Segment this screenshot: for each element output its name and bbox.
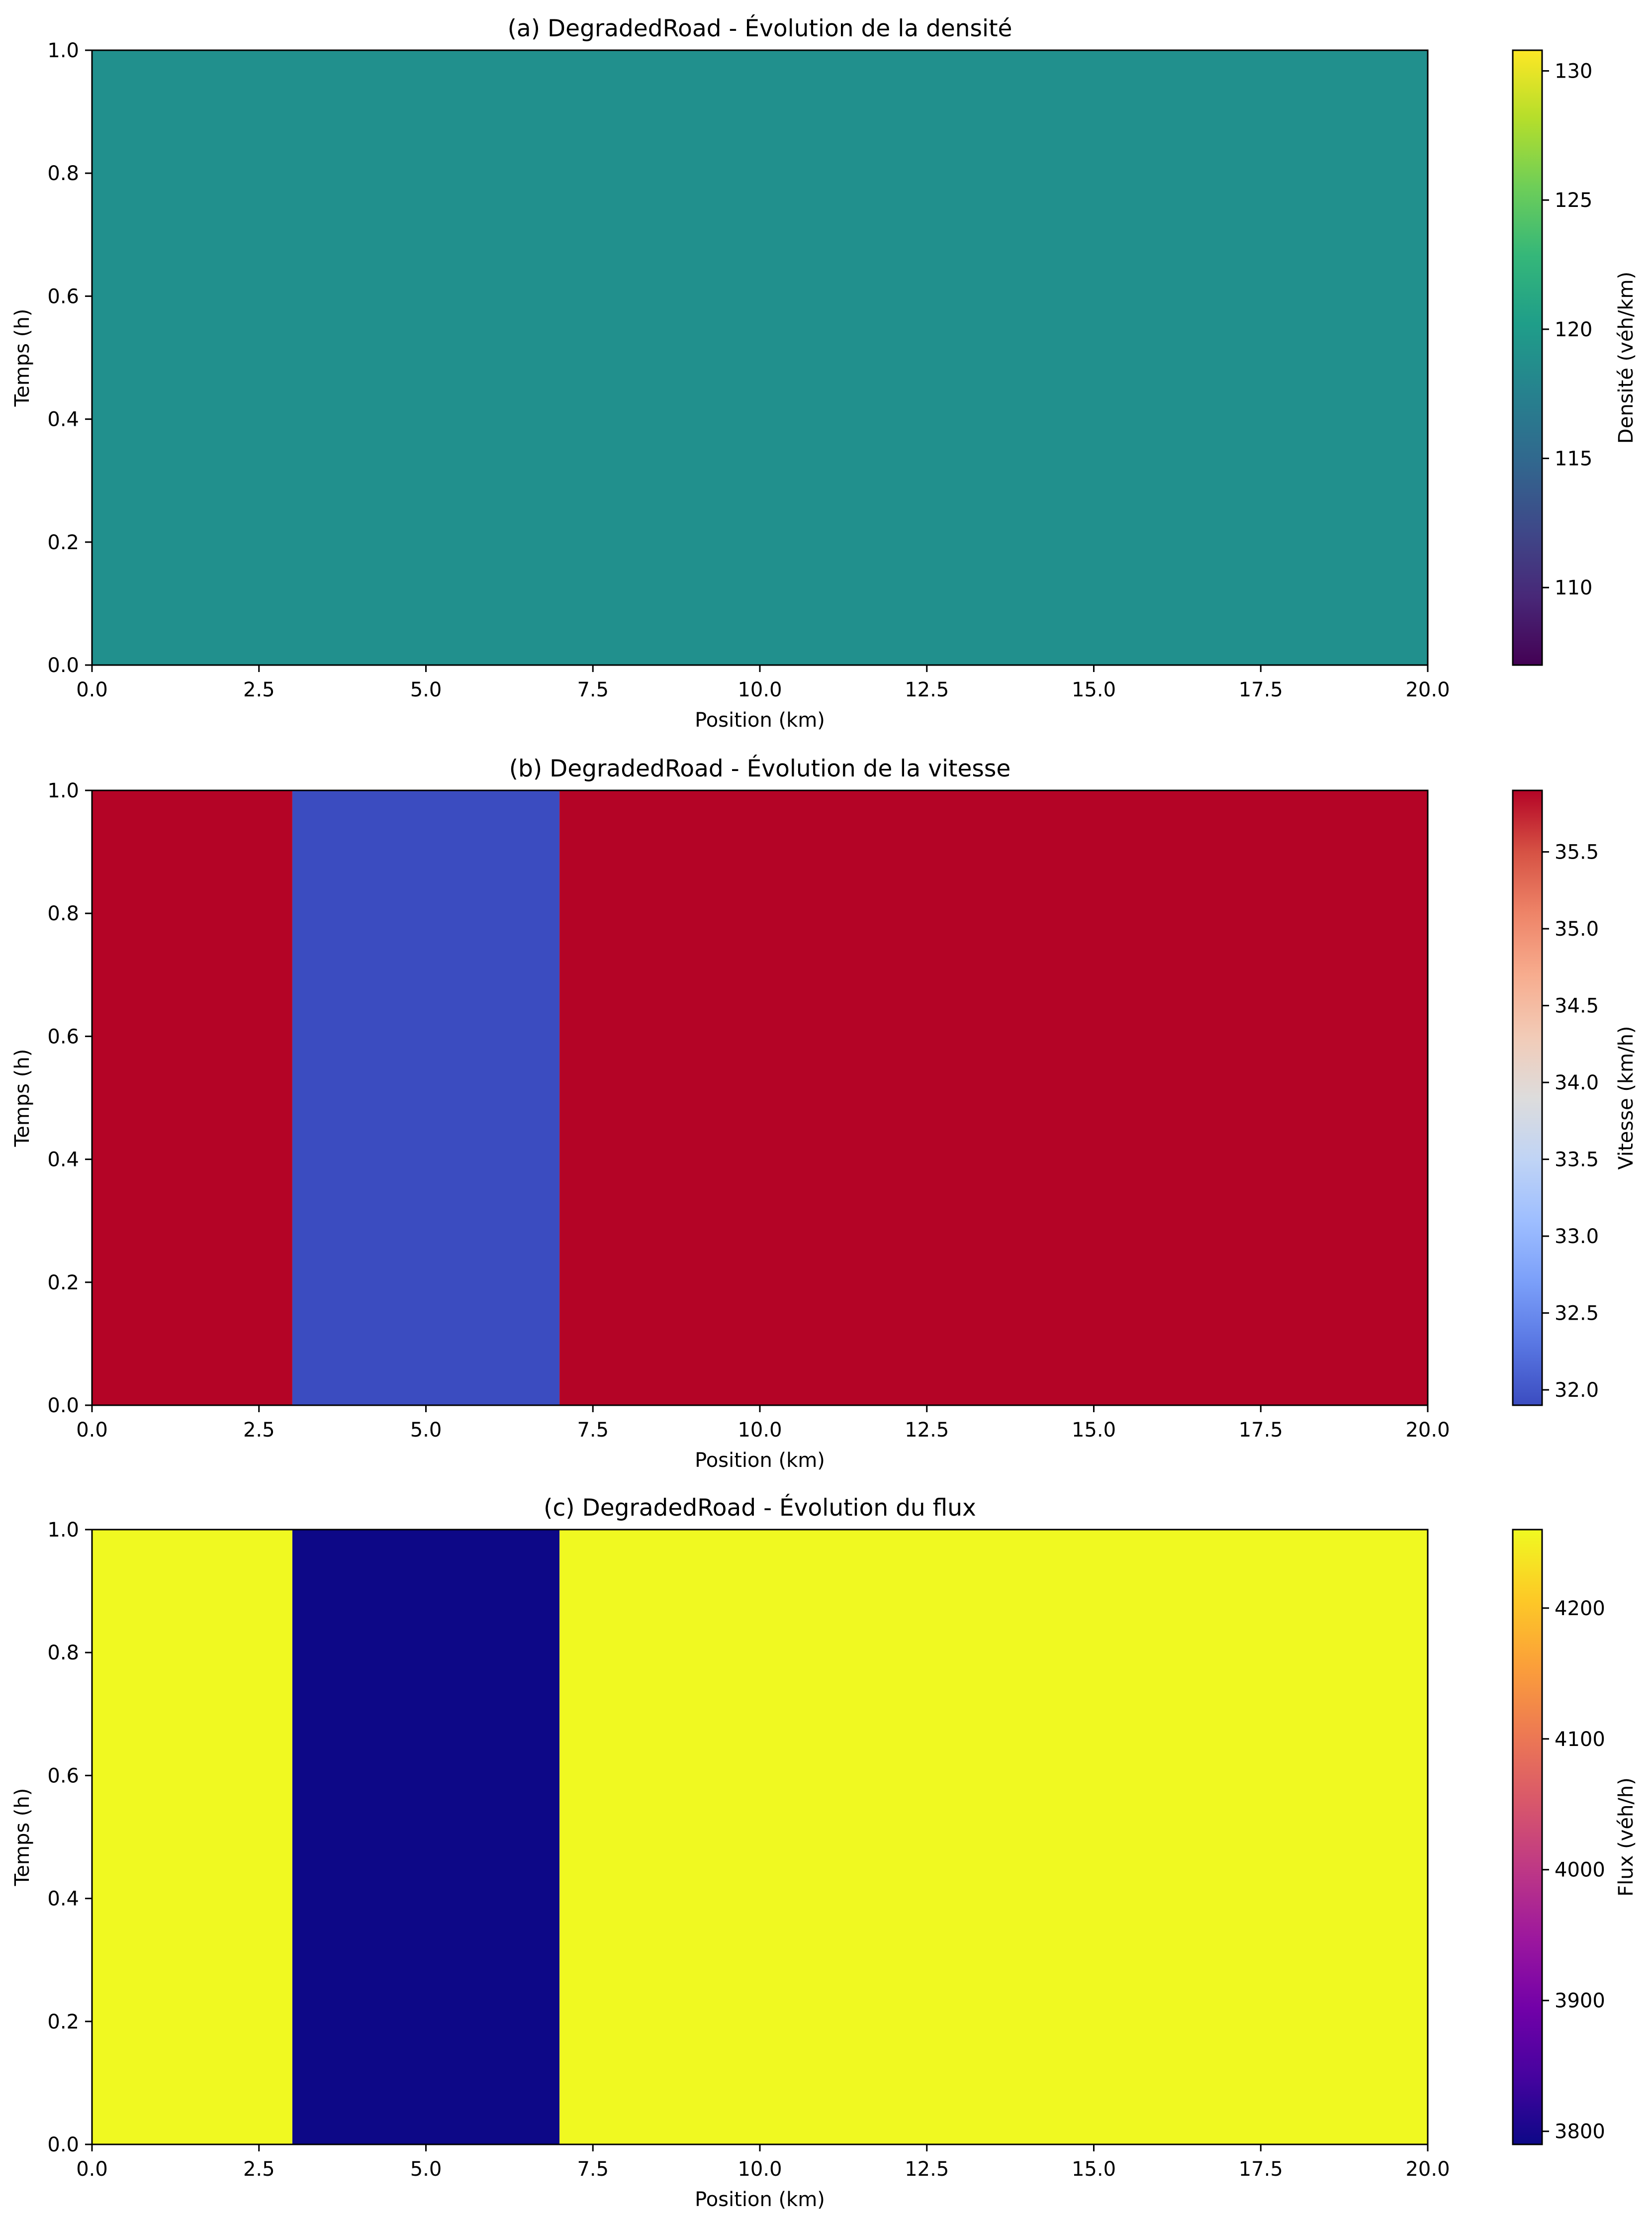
x-tick-label: 15.0 [1072,1419,1116,1442]
y-tick-label: 0.8 [47,902,79,925]
colorbar-tick-label: 125 [1555,189,1592,212]
x-tick-label: 2.5 [243,2158,275,2181]
x-tick-label: 17.5 [1239,678,1283,701]
x-tick-label: 12.5 [905,2158,949,2181]
x-tick-label: 17.5 [1239,2158,1283,2181]
chart-title: (c) DegradedRoad - Évolution du flux [544,1494,976,1522]
y-tick-label: 0.0 [47,1394,79,1417]
y-tick-label: 0.6 [47,1764,79,1787]
colorbar-label: Flux (véh/h) [1615,1777,1638,1897]
heatmap-cell [292,790,560,1405]
heatmap-cell [292,1530,560,2144]
colorbar-tick-label: 110 [1555,577,1592,599]
chart-panel-b: (b) DegradedRoad - Évolution de la vites… [11,755,1638,1472]
x-tick-label: 15.0 [1072,2158,1116,2181]
colorbar-tick-label: 3800 [1555,2121,1605,2143]
y-tick-label: 0.4 [47,408,79,431]
colorbar-tick-label: 32.0 [1555,1379,1599,1402]
x-tick-label: 10.0 [737,678,782,701]
y-axis-label: Temps (h) [11,1049,34,1148]
heatmap-cell [559,1530,1428,2144]
colorbar [1512,49,1543,666]
colorbar-tick-label: 115 [1555,448,1592,471]
x-tick-label: 10.0 [737,1419,782,1442]
y-tick-label: 1.0 [47,779,79,802]
y-axis-label: Temps (h) [11,309,34,407]
heatmap-cell [92,1530,292,2144]
y-tick-label: 0.0 [47,2133,79,2156]
y-tick-label: 0.2 [47,531,79,554]
colorbar-tick-label: 33.0 [1555,1225,1599,1248]
heatmap-cell [92,790,292,1405]
colorbar-tick-label: 4000 [1555,1859,1605,1882]
y-tick-label: 0.2 [47,2011,79,2033]
x-tick-label: 5.0 [410,1419,442,1442]
y-tick-label: 0.6 [47,285,79,308]
colorbar [1512,1529,1543,2145]
x-tick-label: 7.5 [577,2158,609,2181]
x-tick-label: 2.5 [243,1419,275,1442]
chart-title: (a) DegradedRoad - Évolution de la densi… [508,15,1012,42]
colorbar-tick-label: 4200 [1555,1597,1605,1620]
x-axis-label: Position (km) [695,709,825,732]
chart-panel-c: (c) DegradedRoad - Évolution du flux 0.0 2… [11,1494,1638,2211]
y-tick-label: 0.0 [47,654,79,677]
heatmap-cell [559,790,1428,1405]
x-tick-label: 15.0 [1072,678,1116,701]
x-axis-label: Position (km) [695,1449,825,1472]
x-tick-label: 0.0 [76,2158,108,2181]
colorbar-tick-label: 35.5 [1555,841,1599,864]
heatmap-cell [92,50,1428,665]
y-tick-label: 0.8 [47,1642,79,1664]
colorbar-label: Densité (véh/km) [1615,272,1638,444]
y-tick-label: 0.4 [47,1149,79,1171]
x-tick-label: 0.0 [76,1419,108,1442]
y-axis-label: Temps (h) [11,1788,34,1887]
colorbar-tick-label: 33.5 [1555,1149,1599,1171]
colorbar-tick-label: 4100 [1555,1728,1605,1751]
colorbar-label: Vitesse (km/h) [1615,1026,1638,1169]
colorbar-tick-label: 32.5 [1555,1302,1599,1325]
x-tick-label: 2.5 [243,678,275,701]
y-tick-label: 1.0 [47,39,79,62]
x-tick-label: 7.5 [577,678,609,701]
y-tick-label: 0.6 [47,1025,79,1048]
y-tick-label: 0.8 [47,162,79,185]
x-tick-label: 10.0 [737,2158,782,2181]
x-tick-label: 0.0 [76,678,108,701]
x-tick-label: 20.0 [1405,2158,1450,2181]
chart-panel-a: (a) DegradedRoad - Évolution de la densi… [11,15,1638,732]
colorbar-tick-label: 3900 [1555,1990,1605,2013]
x-tick-label: 5.0 [410,2158,442,2181]
x-tick-label: 20.0 [1405,1419,1450,1442]
colorbar [1512,789,1543,1406]
colorbar-tick-label: 34.5 [1555,995,1599,1018]
colorbar-tick-label: 120 [1555,318,1592,341]
colorbar-tick-label: 35.0 [1555,918,1599,941]
x-tick-label: 7.5 [577,1419,609,1442]
x-tick-label: 17.5 [1239,1419,1283,1442]
colorbar-tick-label: 34.0 [1555,1071,1599,1094]
x-tick-label: 12.5 [905,678,949,701]
colorbar-tick-label: 130 [1555,60,1592,83]
y-tick-label: 1.0 [47,1519,79,1542]
x-tick-label: 12.5 [905,1419,949,1442]
x-axis-label: Position (km) [695,2188,825,2211]
chart-title: (b) DegradedRoad - Évolution de la vites… [509,755,1011,782]
x-tick-label: 20.0 [1405,678,1450,701]
y-tick-label: 0.2 [47,1271,79,1294]
y-tick-label: 0.4 [47,1888,79,1911]
x-tick-label: 5.0 [410,678,442,701]
